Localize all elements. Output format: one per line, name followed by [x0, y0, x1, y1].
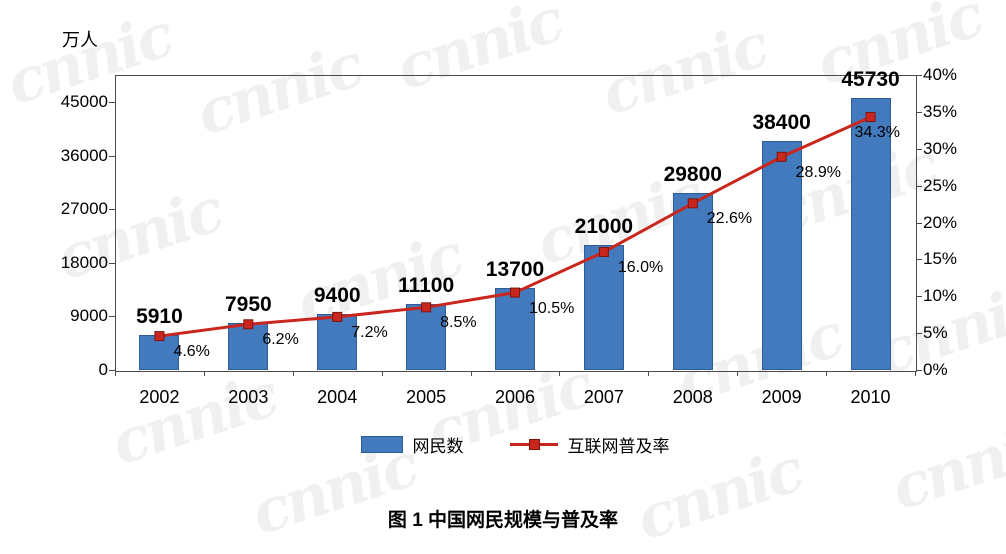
x-axis-tickmark — [115, 371, 116, 376]
y-right-tick-label: 15% — [923, 249, 958, 269]
y-right-tickmark — [916, 370, 922, 371]
y-right-tickmark — [916, 222, 922, 224]
legend-label-penetration: 互联网普及率 — [567, 437, 670, 456]
y-right-tickmark — [916, 296, 922, 298]
chart-title: 图 1 中国网民规模与普及率 — [387, 510, 619, 531]
pct-label: 4.6% — [173, 343, 210, 361]
x-axis-tickmark — [648, 371, 650, 376]
x-axis-tick-label: 2009 — [761, 387, 802, 407]
x-axis-tickmark — [470, 371, 472, 376]
y-left-tickmark — [109, 262, 115, 264]
x-axis-tick-label: 2008 — [672, 387, 713, 407]
y-left-tickmark — [109, 155, 115, 157]
y-right-tickmark — [916, 259, 922, 261]
y-right-tickmark — [916, 75, 922, 76]
x-axis-tickmark — [737, 371, 739, 376]
pct-label: 34.3% — [854, 124, 900, 142]
x-axis-tick-label: 2006 — [494, 387, 535, 407]
y-right-tickmark — [916, 148, 922, 150]
bar-value-label: 38400 — [752, 111, 811, 135]
line-swatch-marker — [528, 439, 540, 450]
y-right-tick-label: 30% — [923, 138, 958, 158]
y-right-tick-label: 40% — [923, 65, 958, 84]
x-axis-tickmark — [203, 371, 205, 376]
y-right-tickmark — [916, 111, 922, 113]
bar-swatch-icon — [360, 436, 403, 453]
pct-label: 28.9% — [795, 163, 842, 181]
y-left-tickmark — [109, 316, 115, 318]
pct-label: 7.2% — [351, 323, 388, 341]
x-axis-tickmark — [559, 371, 561, 376]
plot-area — [115, 75, 917, 372]
y-left-tick-label: 9000 — [70, 306, 108, 326]
y-right-tick-label: 10% — [923, 286, 958, 306]
legend-item-netizens: 网民数 — [360, 432, 464, 457]
pct-label: 10.5% — [529, 299, 575, 317]
line-swatch-icon — [509, 437, 558, 452]
y-left-tick-label: 45000 — [60, 92, 108, 111]
pct-label: 8.5% — [440, 314, 477, 332]
y-left-tick-label: 18000 — [60, 252, 108, 272]
x-axis-tickmark — [915, 371, 916, 376]
pct-label: 16.0% — [617, 259, 664, 276]
x-axis-tick-label: 2005 — [406, 387, 447, 407]
legend-item-penetration: 互联网普及率 — [509, 432, 670, 457]
legend-label-netizens: 网民数 — [412, 437, 464, 456]
x-axis-tick-label: 2010 — [850, 387, 891, 407]
bar — [317, 314, 358, 370]
y-right-tick-label: 0% — [923, 360, 948, 379]
bar-value-label: 29800 — [663, 162, 722, 186]
y-left-tick-label: 0 — [98, 360, 108, 379]
x-axis-tick-label: 2002 — [139, 387, 180, 407]
pct-label: 22.6% — [706, 210, 753, 228]
cnnic-watermark: cnnic — [103, 360, 285, 480]
x-axis-tickmark — [381, 371, 383, 376]
y-right-tick-label: 25% — [923, 175, 958, 195]
x-axis-tickmark — [292, 371, 294, 376]
y-right-tick-label: 5% — [923, 323, 948, 343]
legend: 网民数 互联网普及率 — [115, 432, 915, 457]
bar-value-label: 13700 — [485, 258, 545, 282]
y-left-tickmark — [109, 370, 115, 371]
left-axis-unit-label: 万人 — [62, 30, 98, 50]
y-right-tick-label: 20% — [923, 212, 958, 232]
x-axis-tick-label: 2003 — [228, 387, 269, 407]
y-right-tick-label: 35% — [923, 101, 958, 121]
x-axis-tick-label: 2007 — [583, 387, 624, 407]
x-axis-tickmark — [826, 371, 828, 376]
y-right-tickmark — [916, 185, 922, 187]
y-right-tickmark — [916, 333, 922, 335]
y-left-tickmark — [109, 209, 115, 211]
y-left-tick-label: 36000 — [60, 145, 108, 165]
pct-label: 6.2% — [262, 331, 299, 349]
y-left-tick-label: 27000 — [60, 199, 108, 219]
y-left-tickmark — [109, 102, 115, 103]
bar-value-label: 21000 — [574, 214, 634, 238]
x-axis-tick-label: 2004 — [317, 387, 358, 407]
bar-value-label: 45730 — [841, 67, 900, 91]
